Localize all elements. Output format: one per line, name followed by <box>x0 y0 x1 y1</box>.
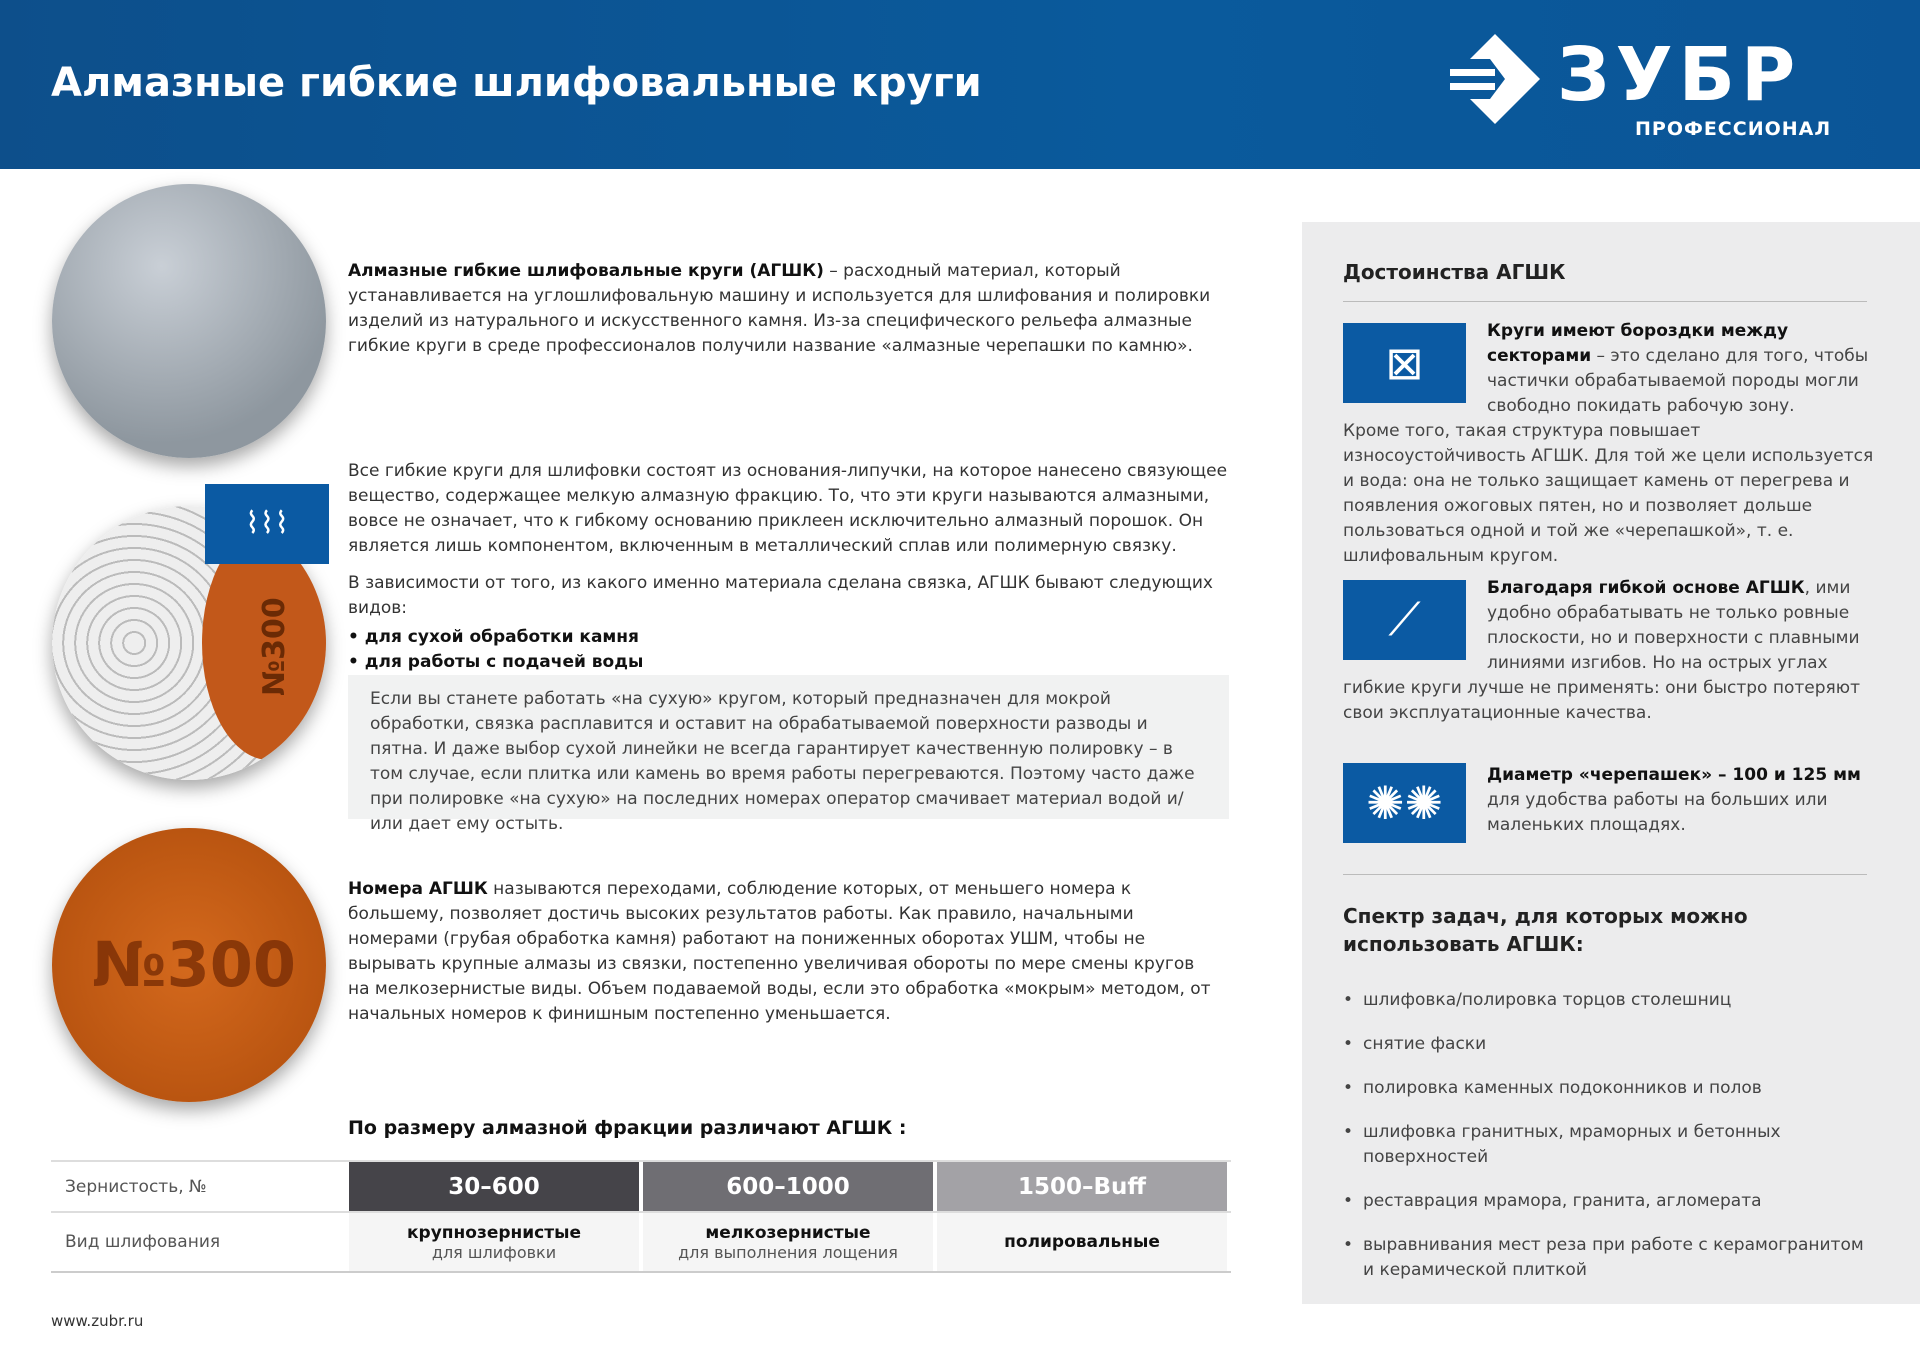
advantages-panel: Достоинства АГШК ⊠ Круги имеют бороздки … <box>1302 222 1920 1304</box>
table-title: По размеру алмазной фракции различают АГ… <box>348 1117 907 1139</box>
diamond-bond-icon: ⌇⌇⌇ <box>205 484 329 564</box>
list-item: полировка каменных подоконников и полов <box>1343 1076 1873 1101</box>
grinder-photo <box>52 184 326 458</box>
intro-text: Алмазные гибкие шлифовальные круги (АГШК… <box>348 261 1211 356</box>
zubr-logo: ЗУБР ПРОФЕССИОНАЛ <box>1450 34 1830 140</box>
disc-300-photo: №300 <box>52 828 326 1102</box>
numbers-text: Номера АГШК называются переходами, соблю… <box>348 879 1211 1024</box>
list-item: реставрация мрамора, гранита, агломерата <box>1343 1189 1873 1214</box>
website-link[interactable]: www.zubr.ru <box>51 1312 144 1330</box>
page-title: Алмазные гибкие шлифовальные круги <box>51 60 982 106</box>
header: Алмазные гибкие шлифовальные круги ЗУБР … <box>0 0 1920 169</box>
list-item: шлифовка/полировка торцов столешниц <box>1343 988 1873 1013</box>
note-box: Если вы станете работать «на сухую» круг… <box>348 675 1229 834</box>
logo-emblem-icon <box>1450 34 1540 124</box>
flexible-base-icon: ⟋ <box>1343 580 1466 660</box>
grid-grooves-icon: ⊠ <box>1343 323 1466 403</box>
list-item: выравнивания мест реза при работе с кера… <box>1343 1233 1873 1283</box>
grit-table: Зернистость, № 30–600 600–1000 1500–Buff… <box>51 1160 1231 1273</box>
list-item: шлифовка гранитных, мраморных и бетонных… <box>1343 1120 1873 1170</box>
list-item: снятие фаски <box>1343 1032 1873 1057</box>
two-discs-icon: ✺✺ <box>1343 763 1466 843</box>
composition-text: Все гибкие круги для шлифовки состоят из… <box>348 461 1228 672</box>
tasks-list: шлифовка/полировка торцов столешниц снят… <box>1343 988 1873 1302</box>
